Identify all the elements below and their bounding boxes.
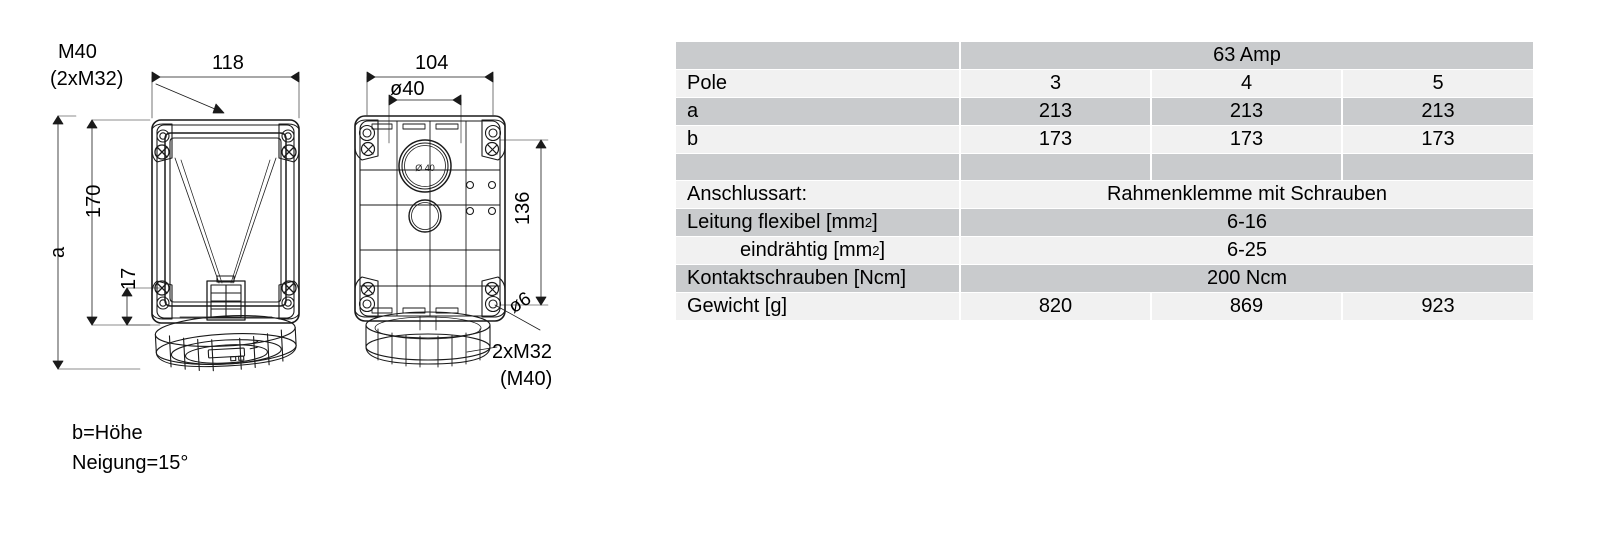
table-row-anschlussart: Anschlussart: Rahmenklemme mit Schrauben — [676, 181, 1554, 208]
dimension-dia40: ø40 — [390, 78, 425, 100]
emboss-dia40-text: Ø 40 — [415, 163, 435, 173]
table-row-a: a 213 213 213 — [676, 98, 1554, 125]
dimension-a: a — [47, 246, 69, 258]
row-label-pole: Pole — [676, 70, 959, 97]
gewicht-value-3: 923 — [1343, 293, 1533, 320]
table-row-gewicht: Gewicht [g] 820 869 923 — [676, 293, 1554, 320]
side-view-geometry — [151, 119, 300, 372]
b-value-2: 173 — [1152, 126, 1341, 153]
a-value-3: 213 — [1343, 98, 1533, 125]
eindraehtig-value: 6-25 — [961, 237, 1533, 264]
row-label-leitung-flexibel: Leitung flexibel [mm 2] — [676, 209, 959, 236]
note-neigung: Neigung=15° — [72, 452, 189, 474]
table-row-leitung-flexibel: Leitung flexibel [mm 2] 6-16 — [676, 209, 1554, 236]
pole-value-1: 3 — [961, 70, 1150, 97]
b-value-3: 173 — [1343, 126, 1533, 153]
table-row-spacer — [676, 154, 1554, 180]
spacer-cell-1 — [676, 154, 959, 180]
leitung-flexibel-text: Leitung flexibel [mm — [687, 211, 865, 233]
eindraehtig-end: ] — [879, 239, 886, 261]
row-label-b: b — [676, 126, 959, 153]
technical-drawing: Ø 40 M40 (2xM32) 118 104 ø40 2xM32 (M40)… — [0, 0, 660, 536]
leitung-flexibel-value: 6-16 — [961, 209, 1533, 236]
row-label-anschlussart: Anschlussart: — [676, 181, 959, 208]
label-gland-line1: 2xM32 — [492, 341, 553, 363]
dimension-104: 104 — [415, 52, 449, 74]
spacer-cell-2 — [961, 154, 1150, 180]
table-row-kontaktschrauben: Kontaktschrauben [Ncm] 200 Ncm — [676, 265, 1554, 292]
row-label-gewicht: Gewicht [g] — [676, 293, 959, 320]
dimension-136: 136 — [512, 191, 534, 225]
table-row-b: b 173 173 173 — [676, 126, 1554, 153]
kontaktschrauben-value: 200 Ncm — [961, 265, 1533, 292]
table-row-pole: Pole 3 4 5 — [676, 70, 1554, 97]
eindraehtig-text: eindrähtig [mm — [740, 239, 873, 261]
anschlussart-value: Rahmenklemme mit Schrauben — [961, 181, 1533, 208]
dimension-lines — [52, 71, 549, 370]
amp-header-blank-cell — [676, 42, 959, 69]
dimension-17: 17 — [118, 267, 140, 290]
leitung-flexibel-end: ] — [872, 211, 878, 233]
amp-header-cell: 63 Amp — [961, 42, 1533, 69]
gewicht-value-1: 820 — [961, 293, 1150, 320]
spacer-cell-3 — [1152, 154, 1341, 180]
row-label-eindraehtig: eindrähtig [mm 2] — [676, 237, 959, 264]
specification-table: 63 Amp Pole 3 4 5 a 213 213 213 b 173 17… — [676, 42, 1554, 321]
drawing-svg: Ø 40 — [52, 71, 549, 372]
pole-value-3: 5 — [1343, 70, 1533, 97]
dimension-118: 118 — [212, 52, 244, 74]
label-gland-line2: (M40) — [500, 368, 553, 390]
spacer-cell-4 — [1343, 154, 1533, 180]
b-value-1: 173 — [961, 126, 1150, 153]
pole-value-2: 4 — [1152, 70, 1341, 97]
rear-view-geometry — [354, 115, 506, 368]
dimension-170: 170 — [83, 184, 105, 218]
row-label-kontaktschrauben: Kontaktschrauben [Ncm] — [676, 265, 959, 292]
table-row-eindraehtig: eindrähtig [mm 2] 6-25 — [676, 237, 1554, 264]
row-label-a: a — [676, 98, 959, 125]
label-m40-line1: M40 — [58, 41, 97, 63]
note-b-hoehe: b=Höhe — [72, 422, 143, 444]
label-m40-line2: (2xM32) — [50, 68, 124, 90]
a-value-2: 213 — [1152, 98, 1341, 125]
a-value-1: 213 — [961, 98, 1150, 125]
gewicht-value-2: 869 — [1152, 293, 1341, 320]
table-row-amp-header: 63 Amp — [676, 42, 1554, 69]
